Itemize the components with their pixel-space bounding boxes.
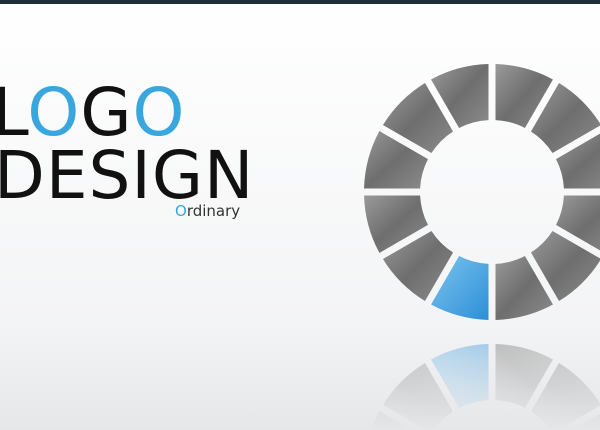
letter: O [175, 202, 187, 220]
ring-segment [530, 82, 600, 154]
ring-segment [495, 344, 553, 408]
ring-segment [431, 64, 489, 128]
ring-segment [431, 256, 489, 320]
letter: O [27, 74, 80, 151]
ring-segment [571, 413, 600, 430]
ring-segment [556, 195, 600, 251]
ring-segment [382, 362, 454, 430]
letter: O [133, 74, 186, 151]
ring [364, 64, 600, 320]
letter: rdinary [187, 202, 240, 220]
tagline: Ordinary [175, 202, 240, 220]
logo-line2: DESIGN [0, 137, 254, 214]
ring-segment [364, 195, 428, 253]
ring-segment [371, 411, 413, 430]
reflection [371, 344, 600, 430]
letter: L [0, 74, 29, 151]
ring-segment [530, 362, 600, 430]
top-border [0, 0, 600, 4]
ring-segment [530, 230, 600, 302]
ring-segment [495, 256, 553, 320]
ring-segment [495, 64, 553, 128]
ring-segment [382, 230, 454, 302]
logo-line1: LOGO [0, 74, 185, 151]
ring-segment [431, 344, 489, 408]
ring-segment [382, 82, 454, 154]
ring-segment [556, 133, 600, 189]
letter: G [80, 74, 132, 151]
ring-segment [364, 131, 428, 189]
